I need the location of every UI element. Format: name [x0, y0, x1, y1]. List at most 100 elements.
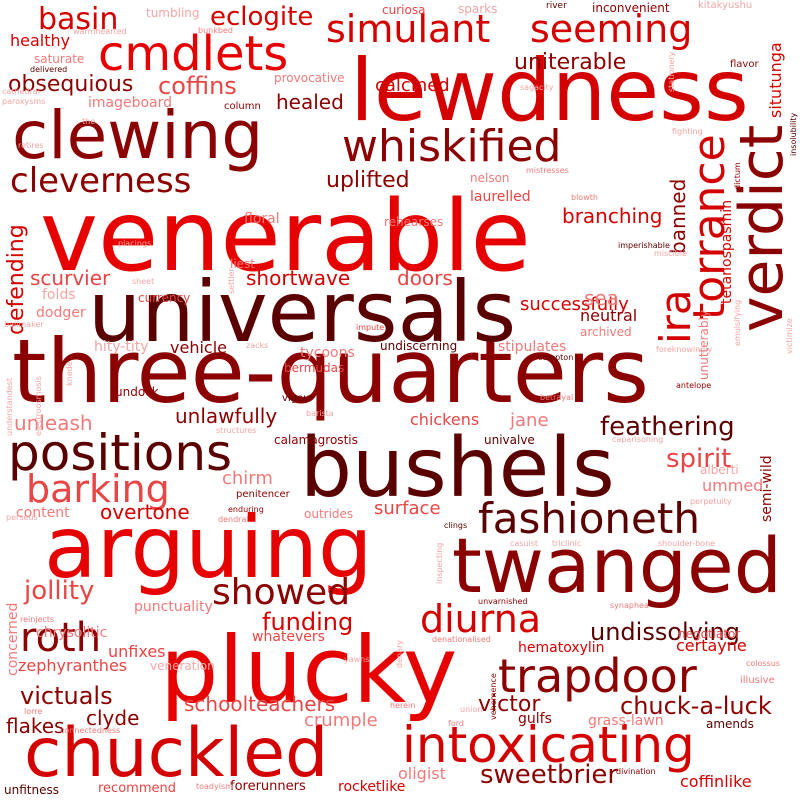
word: healed [276, 90, 344, 114]
word: spirit [666, 444, 732, 474]
word: undock [115, 385, 159, 399]
word: cathedral [2, 87, 40, 96]
word: semi-wild [759, 455, 775, 522]
word: unvarnished [478, 597, 528, 606]
word: caparisoning [612, 435, 664, 444]
word: dictum [733, 162, 742, 190]
word: roth [20, 615, 102, 661]
word: sparks [458, 2, 498, 16]
word: univalve [484, 433, 535, 447]
word: bushels [300, 421, 615, 516]
word: tycoons [300, 345, 355, 361]
word: banned [666, 178, 690, 254]
word: successfully [520, 294, 629, 315]
word: victimize [785, 318, 794, 354]
word: unleash [14, 411, 93, 435]
word: placings [118, 239, 152, 248]
word: unlawfully [175, 404, 278, 428]
word: warmhearted [73, 27, 127, 36]
word: casuist [510, 539, 539, 548]
word: rocketlike [338, 779, 406, 795]
word: jollity [24, 576, 95, 606]
word: whiskified [342, 121, 562, 172]
word: laurelled [470, 189, 531, 205]
word: compton [538, 353, 574, 362]
word: perseus [6, 513, 38, 522]
word: clyde [86, 706, 140, 730]
word: chrysolitic [36, 625, 108, 641]
word: diurna [420, 597, 542, 641]
word: yawns [344, 655, 370, 664]
word: plucky [160, 617, 458, 724]
word: flakes [6, 714, 65, 738]
word: sweetbrier [480, 760, 619, 790]
word: denationalised [432, 635, 491, 644]
word: retires [18, 141, 44, 150]
word: clings [444, 521, 468, 530]
word: showed [212, 572, 351, 613]
word: reinjects [20, 615, 55, 624]
word: clewing [12, 97, 264, 174]
word: mistresses [526, 166, 569, 175]
word: trapdoor [498, 649, 697, 703]
word: twanged [452, 521, 782, 610]
word: healthy [10, 31, 71, 50]
word: vigour [282, 393, 314, 404]
word: three-quarters [12, 320, 649, 423]
word: lorre [24, 707, 43, 716]
word: currency [138, 291, 191, 305]
word: unfitness [4, 783, 59, 797]
word: jane [510, 410, 549, 431]
word: inspecting [435, 542, 444, 584]
word: stipulates [498, 339, 567, 355]
word: lewdness [350, 41, 749, 141]
word: calcined [375, 75, 450, 96]
word: fighting [672, 127, 703, 136]
word: sagacity [520, 83, 554, 92]
word: union [460, 705, 483, 714]
word: zephyranthes [18, 656, 128, 675]
word: delivered [30, 65, 68, 74]
word: miscible [654, 249, 688, 258]
word: liest [230, 257, 256, 271]
word: provocative [274, 71, 345, 85]
word: unfixes [108, 642, 166, 661]
word: ford [448, 719, 464, 728]
word: negotiator [678, 627, 741, 641]
word: illusive [740, 675, 775, 686]
word: kitakyushu [698, 0, 753, 11]
word: stationery [667, 51, 676, 92]
word: bunkbed [198, 26, 233, 35]
word: cleverness [10, 161, 192, 201]
word: tetanospasmin [719, 199, 735, 304]
word: concerned [5, 602, 21, 676]
word: veneration [150, 659, 215, 673]
word: ballmaker [4, 320, 44, 329]
word: denary [395, 640, 404, 668]
word: impute [356, 323, 385, 332]
word: penitencer [236, 489, 290, 500]
word: colossus [746, 659, 780, 668]
word: victuals [20, 682, 113, 710]
word: hematoxylin [518, 640, 605, 656]
word: doors [397, 266, 453, 290]
word: chickens [410, 410, 480, 429]
word: ira [651, 289, 700, 344]
word: grass-lawn [588, 713, 664, 729]
word: column [224, 101, 261, 112]
word: coffinlike [680, 772, 752, 791]
word: seeming [530, 7, 693, 51]
word: nelson [470, 171, 510, 185]
word: dendral [218, 515, 249, 524]
word: outrides [304, 507, 354, 521]
word: whatevers [252, 629, 325, 645]
word: folds [42, 287, 76, 303]
word: connectedness [60, 726, 121, 735]
word: toadyism [196, 782, 233, 791]
word: intoxicating [402, 716, 695, 774]
word: divination [616, 767, 656, 776]
word: certayne [676, 636, 747, 655]
word: undiscerning [380, 339, 458, 353]
word: imageboard [88, 95, 173, 111]
word: flavor [730, 59, 759, 70]
